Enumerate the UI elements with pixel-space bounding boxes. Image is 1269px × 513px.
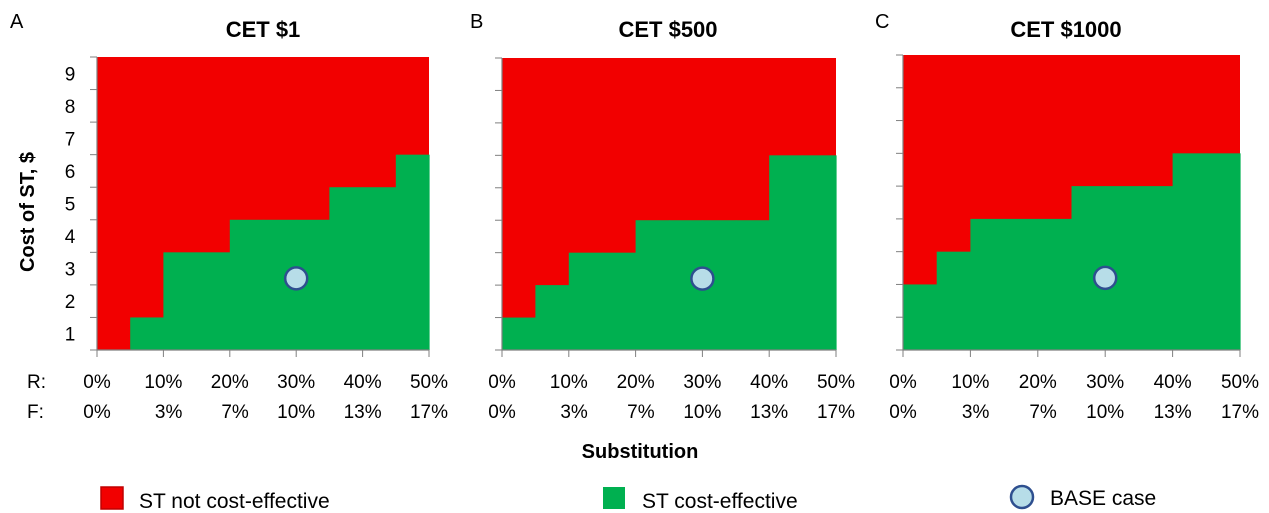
panel-c-cell-cost-effective xyxy=(1138,186,1174,350)
panel-c-x-tick-label-r: 20% xyxy=(1019,372,1057,393)
legend-label-base-case: BASE case xyxy=(1050,487,1156,510)
panel-a-x-tick-label-f: 13% xyxy=(344,402,382,423)
panel-a-x-tick-label-f: 3% xyxy=(155,402,183,423)
panel-c-x-tick-label-r: 30% xyxy=(1086,372,1124,393)
panel-a-y-tick-label: 9 xyxy=(65,64,76,85)
panel-c-x-tick-label-f: 13% xyxy=(1154,402,1192,423)
panel-b-x-tick-label-r: 40% xyxy=(750,372,788,393)
panel-a-x-tick-label-f: 0% xyxy=(83,402,111,423)
panel-b-base-case-marker xyxy=(690,266,715,291)
panel-c-x-tick-label-r: 0% xyxy=(889,372,917,393)
panel-b-x-tick-label-f: 17% xyxy=(817,402,855,423)
panel-c-title: CET $1000 xyxy=(1010,17,1121,42)
panel-b-x-tick-label-r: 50% xyxy=(817,372,855,393)
panel-a-x-tick-label-r: 10% xyxy=(144,372,182,393)
panel-c-cell-cost-effective xyxy=(936,251,971,350)
x-axis-title: Substitution xyxy=(582,441,699,463)
panel-a-x-tick-label-r: 0% xyxy=(83,372,111,393)
panel-b-x-tick-label-r: 0% xyxy=(488,372,516,393)
panel-c-x-tick-label-r: 10% xyxy=(951,372,989,393)
panel-a-x-tick-label-f: 17% xyxy=(410,402,448,423)
panel-c-cell-cost-effective xyxy=(970,218,1005,350)
panel-a-cell-cost-effective xyxy=(395,154,430,350)
panel-c-base-case-marker xyxy=(1092,265,1118,291)
panel-c-x-tick-label-f: 17% xyxy=(1221,402,1259,423)
panel-a-x-tick-label-f: 7% xyxy=(221,402,249,423)
panel-a-cell-cost-effective xyxy=(196,252,231,350)
panel-c-x-tick-label-f: 10% xyxy=(1086,402,1124,423)
panel-c-cell-cost-effective xyxy=(1206,153,1241,350)
panel-a-x-tick-label-f: 10% xyxy=(277,402,315,423)
panel-a-y-tick-label: 4 xyxy=(65,227,76,248)
panel-c-x-tick-label-f: 3% xyxy=(962,402,990,423)
panel-b-x-tick-label-r: 20% xyxy=(617,372,655,393)
panel-a-cell-cost-effective xyxy=(229,219,264,350)
panel-b-letter: B xyxy=(470,11,483,33)
panel-a-x-tick-label-r: 40% xyxy=(344,372,382,393)
y-axis-title: Cost of ST, $ xyxy=(17,152,39,272)
legend-marker-base-case xyxy=(1009,484,1035,510)
panel-a-cell-cost-effective xyxy=(163,252,198,350)
chart-panels: A CET $1 1 2 3 4 5 6 7 8 9 0% 10% 20% 30% 40% 50% 0% 3% 7% 1… xyxy=(10,11,1259,423)
panel-b-cell-cost-effective xyxy=(502,317,536,350)
panel-b-x-tick-label-r: 30% xyxy=(683,372,721,393)
panel-b-cell-cost-effective xyxy=(735,220,770,350)
row-label-f: F: xyxy=(27,402,44,423)
panel-c-cell-cost-effective xyxy=(1037,218,1073,350)
legend-swatch-cost-effective xyxy=(603,487,625,509)
panel-b-x-tick-label-f: 13% xyxy=(750,402,788,423)
panel-b-cell-cost-effective xyxy=(602,252,637,350)
panel-a-y-tick-label: 3 xyxy=(65,260,76,281)
panel-a-y-tick-label: 2 xyxy=(65,292,76,313)
panel-c-x-tick-label-r: 50% xyxy=(1221,372,1259,393)
panel-a-x-tick-label-r: 20% xyxy=(211,372,249,393)
panel-b-cell-cost-effective xyxy=(802,155,837,350)
row-label-r: R: xyxy=(27,372,46,393)
panel-a-cell-cost-effective xyxy=(329,187,364,350)
panel-c-cell-cost-effective xyxy=(903,284,938,350)
panel-b-cell-cost-effective xyxy=(568,252,603,350)
panel-c-x-tick-label-f: 7% xyxy=(1029,402,1057,423)
panel-a-title: CET $1 xyxy=(226,17,301,42)
panel-b-cell-cost-effective xyxy=(769,155,804,350)
legend: ST not cost-effective ST cost-effective … xyxy=(100,484,1156,513)
panel-c-cell-cost-effective xyxy=(1172,153,1207,350)
panel-c-cell-cost-effective xyxy=(1004,218,1039,350)
panel-b-x-tick-label-f: 7% xyxy=(627,402,655,423)
panel-a-y-tick-label: 7 xyxy=(65,129,76,150)
panel-c-x-tick-label-r: 40% xyxy=(1154,372,1192,393)
legend-label-cost-effective: ST cost-effective xyxy=(642,490,798,513)
panel-b-cell-cost-effective xyxy=(535,285,570,350)
panel-b-x-tick-label-f: 10% xyxy=(683,402,721,423)
panel-b-x-tick-label-r: 10% xyxy=(550,372,588,393)
panel-a-base-case-marker xyxy=(283,266,309,291)
panel-a-cell-cost-effective xyxy=(130,317,164,350)
legend-label-not-cost-effective: ST not cost-effective xyxy=(139,490,330,513)
panel-b-x-tick-label-f: 0% xyxy=(488,402,516,423)
panel-a-y-tick-label: 1 xyxy=(65,325,76,346)
panel-c-x-tick-label-f: 0% xyxy=(889,402,917,423)
panel-a-x-tick-label-r: 30% xyxy=(277,372,315,393)
panel-a-letter: A xyxy=(10,11,24,33)
panel-a-y-tick-label: 6 xyxy=(65,162,76,183)
panel-a-y-tick-label: 5 xyxy=(65,195,76,216)
legend-swatch-not-cost-effective xyxy=(100,486,124,510)
panel-b-title: CET $500 xyxy=(618,17,717,42)
panel-c-letter: C xyxy=(875,11,889,33)
panel-a-cell-cost-effective xyxy=(362,187,397,350)
panel-a-y-tick-label: 8 xyxy=(65,97,76,118)
panel-b-x-tick-label-f: 3% xyxy=(560,402,588,423)
panel-a-x-tick-label-r: 50% xyxy=(410,372,448,393)
panel-b-cell-cost-effective xyxy=(635,220,670,350)
